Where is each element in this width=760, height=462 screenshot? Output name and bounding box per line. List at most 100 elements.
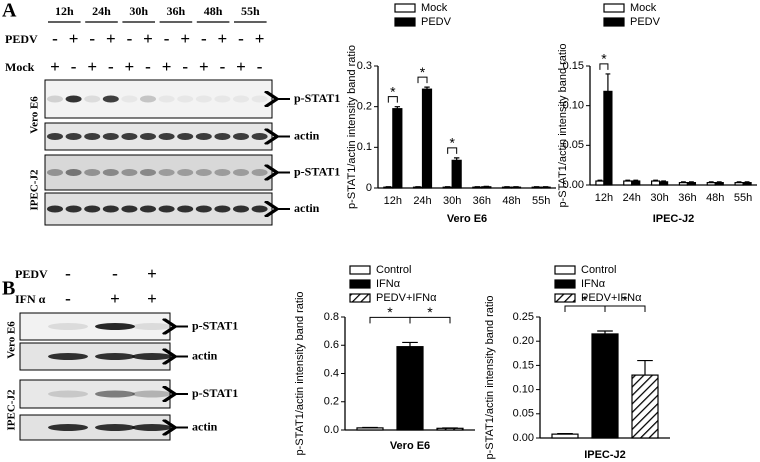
- blot-band: [48, 323, 88, 330]
- error-bar: [637, 359, 653, 376]
- x-axis-title: IPEC-J2: [653, 213, 695, 225]
- blot-band: [121, 169, 138, 176]
- significance-label: *: [622, 293, 628, 309]
- bar: [591, 333, 619, 439]
- legend-swatch: [349, 265, 371, 275]
- blot-band: [214, 205, 231, 213]
- y-tick-label: 0.4: [324, 367, 339, 379]
- error-bar: [689, 181, 694, 183]
- y-tick-label: 0.6: [324, 339, 339, 351]
- legend-label: IFNα: [376, 278, 401, 290]
- blot-band: [65, 133, 82, 140]
- blot-band: [233, 95, 249, 103]
- treatment-sign: +: [255, 29, 265, 48]
- time-label: 48h: [204, 4, 223, 18]
- blot-band: [251, 95, 268, 103]
- y-tick-label: 0.05: [563, 139, 584, 151]
- blot-band: [121, 205, 138, 213]
- legend-label: Mock: [630, 2, 657, 14]
- treatment-sign: +: [143, 29, 153, 48]
- error-bar: [653, 179, 658, 182]
- blot-band: [95, 323, 135, 330]
- x-axis-title: Vero E6: [390, 440, 430, 452]
- bar: [658, 181, 669, 186]
- blot-band: [214, 169, 231, 176]
- error-bar: [625, 179, 631, 182]
- significance-bracket: [447, 147, 458, 154]
- bar: [686, 182, 697, 186]
- bar: [595, 180, 605, 186]
- blot-band: [195, 95, 212, 103]
- legend-label: PEDV+IFNα: [376, 292, 437, 304]
- legend-label: PEDV: [630, 16, 661, 28]
- cell-line-label: IPEC-J2: [6, 389, 18, 430]
- band-label: actin: [192, 419, 218, 433]
- treatment-label: PEDV: [15, 267, 48, 281]
- bar: [734, 182, 744, 186]
- blot-band: [177, 169, 194, 176]
- treatment-sign: -: [182, 57, 188, 76]
- band-label: actin: [192, 348, 218, 362]
- treatment-label: IFN α: [15, 292, 46, 306]
- treatment-label: Mock: [5, 60, 35, 74]
- bar: [678, 182, 689, 186]
- significance-label: *: [420, 64, 426, 80]
- blot-band: [132, 390, 172, 398]
- significance-label: *: [449, 135, 455, 151]
- treatment-sign: -: [65, 264, 71, 283]
- bar: [650, 180, 661, 186]
- x-tick-label: 24h: [413, 195, 431, 207]
- treatment-sign: -: [238, 29, 244, 48]
- y-tick-label: 0.10: [563, 100, 584, 112]
- x-tick-label: 12h: [384, 195, 402, 207]
- y-tick-label: 0.2: [324, 396, 339, 408]
- time-label: 30h: [129, 4, 148, 18]
- legend-label: PEDV+IFNα: [581, 292, 642, 304]
- significance-label: *: [387, 304, 393, 320]
- legend-swatch: [394, 3, 416, 13]
- blot-band: [48, 353, 88, 360]
- error-bar: [424, 86, 430, 90]
- blot-band: [84, 95, 101, 103]
- legend-swatch: [603, 17, 625, 27]
- bar: [451, 159, 462, 189]
- x-tick-label: 30h: [650, 192, 668, 204]
- treatment-sign: +: [87, 57, 97, 76]
- y-axis-title: p-STAT1/actin intensity band ratio: [294, 291, 306, 455]
- treatment-sign: +: [69, 29, 79, 48]
- treatment-sign: +: [236, 57, 246, 76]
- cell-line-label: Vero E6: [29, 96, 41, 134]
- error-bar: [394, 106, 401, 109]
- legend-swatch: [394, 17, 416, 27]
- error-bar: [716, 181, 722, 183]
- blot-band: [177, 205, 194, 213]
- treatment-sign: -: [127, 29, 133, 48]
- panel-label: B: [2, 278, 15, 300]
- error-bar: [744, 181, 750, 183]
- bar: [356, 427, 384, 431]
- band-label: p-STAT1: [192, 386, 238, 400]
- blot-band: [251, 169, 268, 176]
- x-tick-label: 36h: [678, 192, 696, 204]
- blot-band: [140, 95, 156, 103]
- blot-band: [132, 353, 172, 360]
- bar: [603, 90, 613, 186]
- treatment-sign: +: [199, 57, 209, 76]
- y-tick-label: 0.15: [513, 359, 534, 371]
- y-tick-label: 0.3: [357, 60, 372, 72]
- y-tick-label: 0.8: [324, 311, 339, 323]
- x-tick-label: 55h: [532, 195, 550, 207]
- y-tick-label: 0.1: [357, 141, 372, 153]
- blot-band: [65, 205, 82, 213]
- time-label: 36h: [167, 4, 186, 18]
- legend-swatch: [554, 279, 576, 289]
- y-axis-title: p-STAT1/actin intensity band ratio: [557, 43, 569, 207]
- blot-band: [251, 205, 268, 213]
- blot-band: [233, 169, 249, 176]
- legend-swatch: [349, 293, 371, 303]
- x-tick-label: 48h: [502, 195, 520, 207]
- blot-panel: [44, 79, 273, 119]
- treatment-sign: +: [110, 289, 120, 308]
- x-tick-label: 55h: [734, 192, 752, 204]
- significance-label: *: [582, 293, 588, 309]
